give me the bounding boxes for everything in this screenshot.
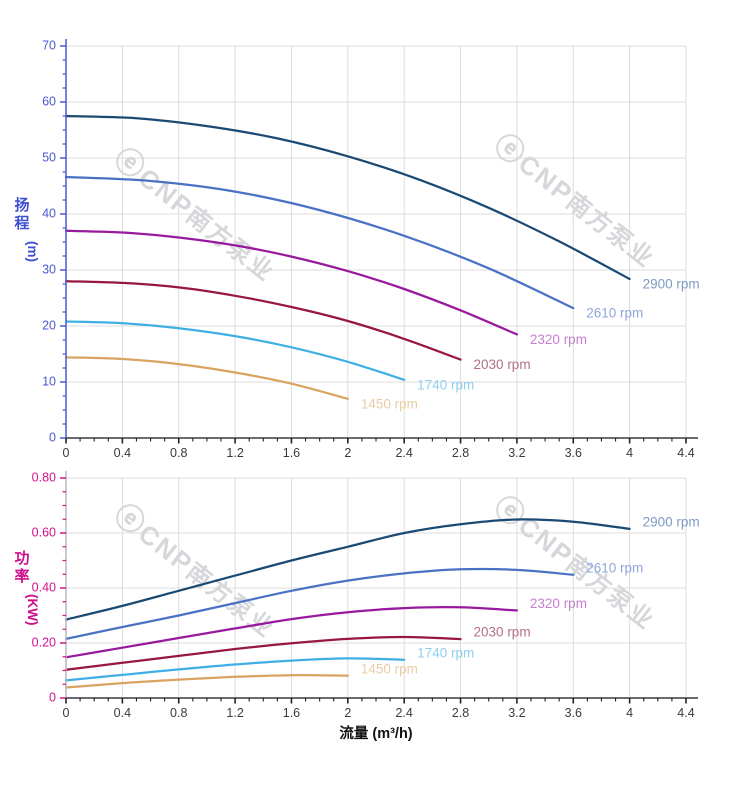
curve-2610-rpm <box>64 567 575 641</box>
x-tick-label: 2 <box>344 446 351 460</box>
y-tick-label: 60 <box>42 94 56 108</box>
y-tick-label: 30 <box>42 262 56 276</box>
curve-label-2030-rpm: 2030 rpm <box>474 625 531 640</box>
x-tick-label: 3.6 <box>565 446 582 460</box>
y-title-char: 扬 <box>14 196 29 214</box>
x-tick-label: 1.2 <box>226 446 243 460</box>
x-tick-label: 1.6 <box>283 706 300 720</box>
y-tick-label: 0 <box>49 690 56 704</box>
curve-1450-rpm <box>64 356 349 400</box>
gridlines <box>66 477 687 698</box>
y-tick-label: 0.40 <box>32 580 56 594</box>
curve-2320-rpm <box>64 605 519 659</box>
curve-2900-rpm <box>64 518 631 621</box>
x-tick-label: 4 <box>626 446 633 460</box>
y-title-char: 程 <box>14 215 29 232</box>
x-tick-label: 3.6 <box>565 706 582 720</box>
x-tick-label: 1.2 <box>226 706 243 720</box>
curve-label-2610-rpm: 2610 rpm <box>586 560 643 575</box>
curve-label-2320-rpm: 2320 rpm <box>530 596 587 611</box>
curve-2030-rpm <box>64 635 462 671</box>
curve-label-2900-rpm: 2900 rpm <box>643 514 700 529</box>
x-tick-label: 1.6 <box>283 446 300 460</box>
y-tick-label: 20 <box>42 318 56 332</box>
cnp-watermark: ⓔCNP南方泵业 <box>488 128 663 275</box>
curve-2900-rpm <box>64 114 631 281</box>
x-tick-label: 2.8 <box>452 446 469 460</box>
x-tick-label: 3.2 <box>508 706 525 720</box>
curve-label-1740-rpm: 1740 rpm <box>417 377 474 392</box>
x-tick-label: 2 <box>344 706 351 720</box>
curve-label-2900-rpm: 2900 rpm <box>643 277 700 292</box>
curve-2030-rpm <box>64 280 462 361</box>
x-tick-label: 0 <box>63 706 70 720</box>
curve-label-1740-rpm: 1740 rpm <box>417 645 474 660</box>
curve-2320-rpm <box>64 229 519 336</box>
x-tick-label: 4 <box>626 706 633 720</box>
x-tick-label: 4.4 <box>677 706 694 720</box>
x-tick-label: 2.4 <box>395 706 412 720</box>
curve-2610-rpm <box>64 175 575 310</box>
curve-1450-rpm <box>64 674 349 689</box>
curve-label-2030-rpm: 2030 rpm <box>474 357 531 372</box>
x-tick-label: 4.4 <box>677 446 694 460</box>
y-title-char: 率 <box>14 567 29 585</box>
y-tick-label: 40 <box>42 206 56 220</box>
curve-label-2320-rpm: 2320 rpm <box>530 332 587 347</box>
y-title-unit: (m) <box>25 241 40 262</box>
y-axis: 0 10 20 30 40 50 60 70 <box>42 38 67 444</box>
x-tick-label: 2.4 <box>395 446 412 460</box>
curve-1740-rpm <box>64 320 406 381</box>
gridlines <box>66 45 687 438</box>
y-axis-title: 扬程 (m) <box>14 196 40 262</box>
y-title-unit: (KW) <box>25 594 40 625</box>
curve-1740-rpm <box>64 657 406 682</box>
x-tick-label: 0.4 <box>114 446 131 460</box>
y-axis-title: 功率 (KW) <box>14 550 40 625</box>
y-tick-label: 0.80 <box>32 470 56 484</box>
y-tick-label: 70 <box>42 38 56 52</box>
cnp-watermark: ⓔCNP南方泵业 <box>108 142 283 289</box>
y-tick-label: 50 <box>42 150 56 164</box>
x-tick-label: 0.4 <box>114 706 131 720</box>
x-tick-label: 3.2 <box>508 446 525 460</box>
y-tick-label: 10 <box>42 374 56 388</box>
y-title-char: 功 <box>14 550 29 567</box>
curve-label-1450-rpm: 1450 rpm <box>361 396 418 411</box>
curve-label-2610-rpm: 2610 rpm <box>586 306 643 321</box>
x-tick-label: 0 <box>63 446 70 460</box>
x-axis: 0 0.4 0.8 1.2 1.6 2 2.4 2.8 3.2 3.6 4 4.4 <box>63 697 698 720</box>
curve-label-1450-rpm: 1450 rpm <box>361 661 418 676</box>
y-axis: 0 0.20 0.40 0.60 0.80 <box>32 470 67 704</box>
x-tick-label: 0.8 <box>170 446 187 460</box>
y-tick-label: 0.60 <box>32 525 56 539</box>
x-tick-label: 2.8 <box>452 706 469 720</box>
x-tick-label: 0.8 <box>170 706 187 720</box>
x-axis: 0 0.4 0.8 1.2 1.6 2 2.4 2.8 3.2 3.6 4 4.4 <box>63 437 698 460</box>
y-tick-label: 0.20 <box>32 635 56 649</box>
y-tick-label: 0 <box>49 430 56 444</box>
x-axis-title: 流量 (m³/h) <box>339 724 412 742</box>
